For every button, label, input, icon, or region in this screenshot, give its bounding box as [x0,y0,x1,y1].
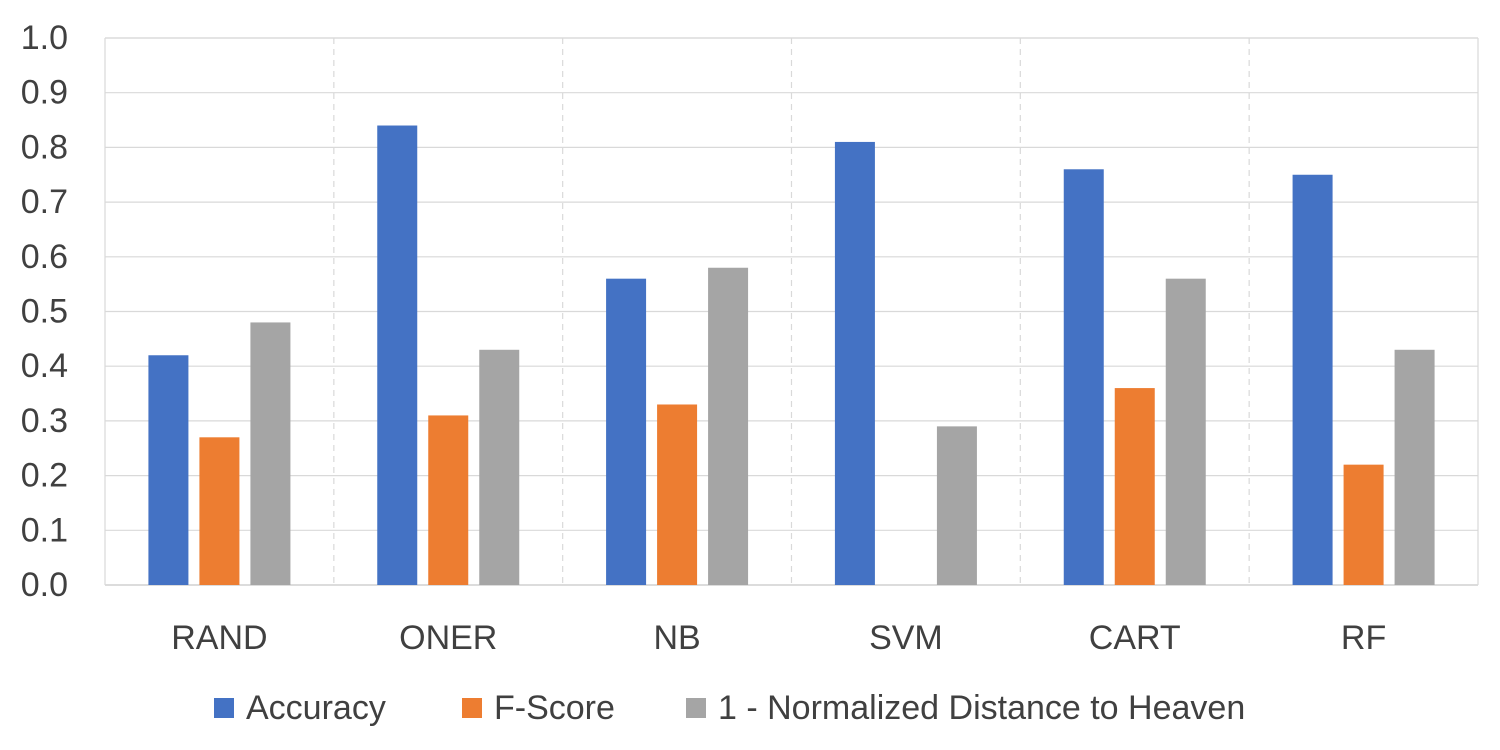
bar-f-score-rand [199,437,240,585]
legend-label: Accuracy [246,689,386,727]
y-tick-label: 0.8 [21,128,68,166]
bar-f-score-nb [657,404,698,585]
grid-layer [104,37,1479,586]
bar-f-score-oner [428,415,469,585]
x-tick-label: RF [1341,619,1386,657]
x-tick-label: NB [653,619,700,657]
legend-swatch [462,698,482,718]
bar-accuracy-nb [606,278,647,585]
bar-accuracy-cart [1063,169,1104,585]
y-tick-label: 0.0 [21,566,68,604]
bar-1-normalized-distance-to-heaven-svm [936,426,977,585]
y-tick-label: 0.9 [21,74,68,112]
bars-layer [148,125,1435,586]
legend-swatch [686,698,706,718]
axis-layer: 0.0 0.1 0.2 0.3 0.4 0.5 0.6 0.7 0.8 0.9 1.0 RAND ONE… [21,19,1387,657]
legend-label: F-Score [494,689,615,727]
y-tick-label: 0.2 [21,457,68,495]
bar-1-normalized-distance-to-heaven-rf [1394,349,1435,585]
legend-item-accuracy: Accuracy [214,689,386,727]
bar-accuracy-rand [148,355,189,585]
bar-1-normalized-distance-to-heaven-oner [479,349,520,585]
y-tick-label: 0.7 [21,183,68,221]
x-tick-label: RAND [171,619,267,657]
legend-swatch [214,698,234,718]
bar-accuracy-rf [1292,174,1333,585]
y-tick-label: 0.3 [21,402,68,440]
bar-1-normalized-distance-to-heaven-rand [250,322,291,585]
x-tick-label: CART [1089,619,1181,657]
bar-f-score-rf [1343,464,1384,585]
y-tick-label: 1.0 [21,19,68,57]
legend-item-f-score: F-Score [462,689,615,727]
x-tick-label: SVM [869,619,943,657]
y-tick-label: 0.4 [21,347,68,385]
legend: Accuracy F-Score 1 - Normalized Distance t… [214,689,1245,727]
x-tick-label: ONER [399,619,497,657]
bar-1-normalized-distance-to-heaven-cart [1165,278,1206,585]
bar-accuracy-oner [377,125,418,586]
bar-f-score-cart [1114,388,1155,585]
y-tick-label: 0.1 [21,511,68,549]
y-tick-label: 0.6 [21,238,68,276]
bar-1-normalized-distance-to-heaven-nb [708,267,749,585]
legend-label: 1 - Normalized Distance to Heaven [718,689,1245,727]
legend-item-1-normalized-distance-to-heaven: 1 - Normalized Distance to Heaven [686,689,1245,727]
y-tick-label: 0.5 [21,293,68,331]
bar-accuracy-svm [834,141,875,585]
